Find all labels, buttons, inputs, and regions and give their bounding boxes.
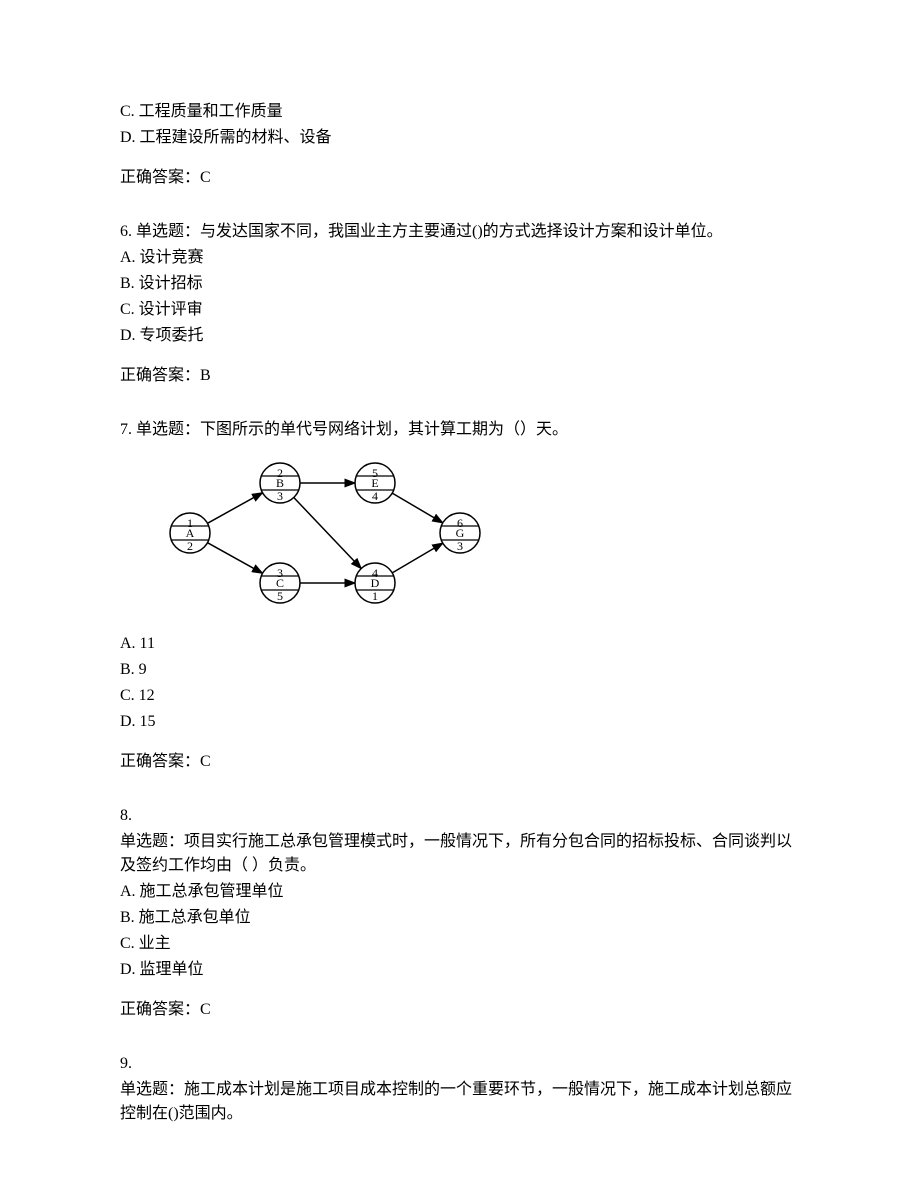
q8-answer: 正确答案：C: [120, 998, 800, 1022]
q7-answer: 正确答案：C: [120, 750, 800, 774]
svg-text:5: 5: [277, 589, 283, 603]
q8-number: 8.: [120, 804, 800, 828]
svg-text:D: D: [371, 576, 380, 590]
q7-option-b: B. 9: [120, 658, 800, 682]
svg-text:E: E: [371, 476, 378, 490]
svg-text:B: B: [276, 476, 284, 490]
svg-text:4: 4: [372, 489, 378, 503]
q8-option-d: D. 监理单位: [120, 958, 800, 982]
q7-option-c: C. 12: [120, 684, 800, 708]
q6-option-d: D. 专项委托: [120, 324, 800, 348]
q6-stem: 6. 单选题：与发达国家不同，我国业主方主要通过()的方式选择设计方案和设计单位…: [120, 220, 800, 244]
q9-stem: 单选题：施工成本计划是施工项目成本控制的一个重要环节，一般情况下，施工成本计划总…: [120, 1078, 800, 1126]
q6-answer: 正确答案：B: [120, 364, 800, 388]
q7-option-d: D. 15: [120, 710, 800, 734]
q8-option-a: A. 施工总承包管理单位: [120, 880, 800, 904]
svg-text:1: 1: [372, 589, 378, 603]
svg-text:C: C: [276, 576, 284, 590]
svg-text:3: 3: [457, 539, 463, 553]
q8-stem: 单选题：项目实行施工总承包管理模式时，一般情况下，所有分包合同的招标投标、合同谈…: [120, 830, 800, 878]
q8-option-c: C. 业主: [120, 932, 800, 956]
svg-text:G: G: [456, 526, 465, 540]
q5-option-c: C. 工程质量和工作质量: [120, 100, 800, 124]
q7-stem: 7. 单选题：下图所示的单代号网络计划，其计算工期为（）天。: [120, 418, 800, 442]
q8-option-b: B. 施工总承包单位: [120, 906, 800, 930]
q6-option-c: C. 设计评审: [120, 298, 800, 322]
q6-option-a: A. 设计竞赛: [120, 246, 800, 270]
q7-option-a: A. 11: [120, 632, 800, 656]
svg-text:2: 2: [187, 539, 193, 553]
q5-answer: 正确答案：C: [120, 166, 800, 190]
svg-text:A: A: [186, 526, 195, 540]
q7-network-diagram: 1A22B33C55E44D16G3: [160, 448, 800, 626]
svg-text:3: 3: [277, 489, 283, 503]
q9-number: 9.: [120, 1052, 800, 1076]
q6-option-b: B. 设计招标: [120, 272, 800, 296]
q5-option-d: D. 工程建设所需的材料、设备: [120, 126, 800, 150]
network-diagram-svg: 1A22B33C55E44D16G3: [160, 448, 500, 618]
